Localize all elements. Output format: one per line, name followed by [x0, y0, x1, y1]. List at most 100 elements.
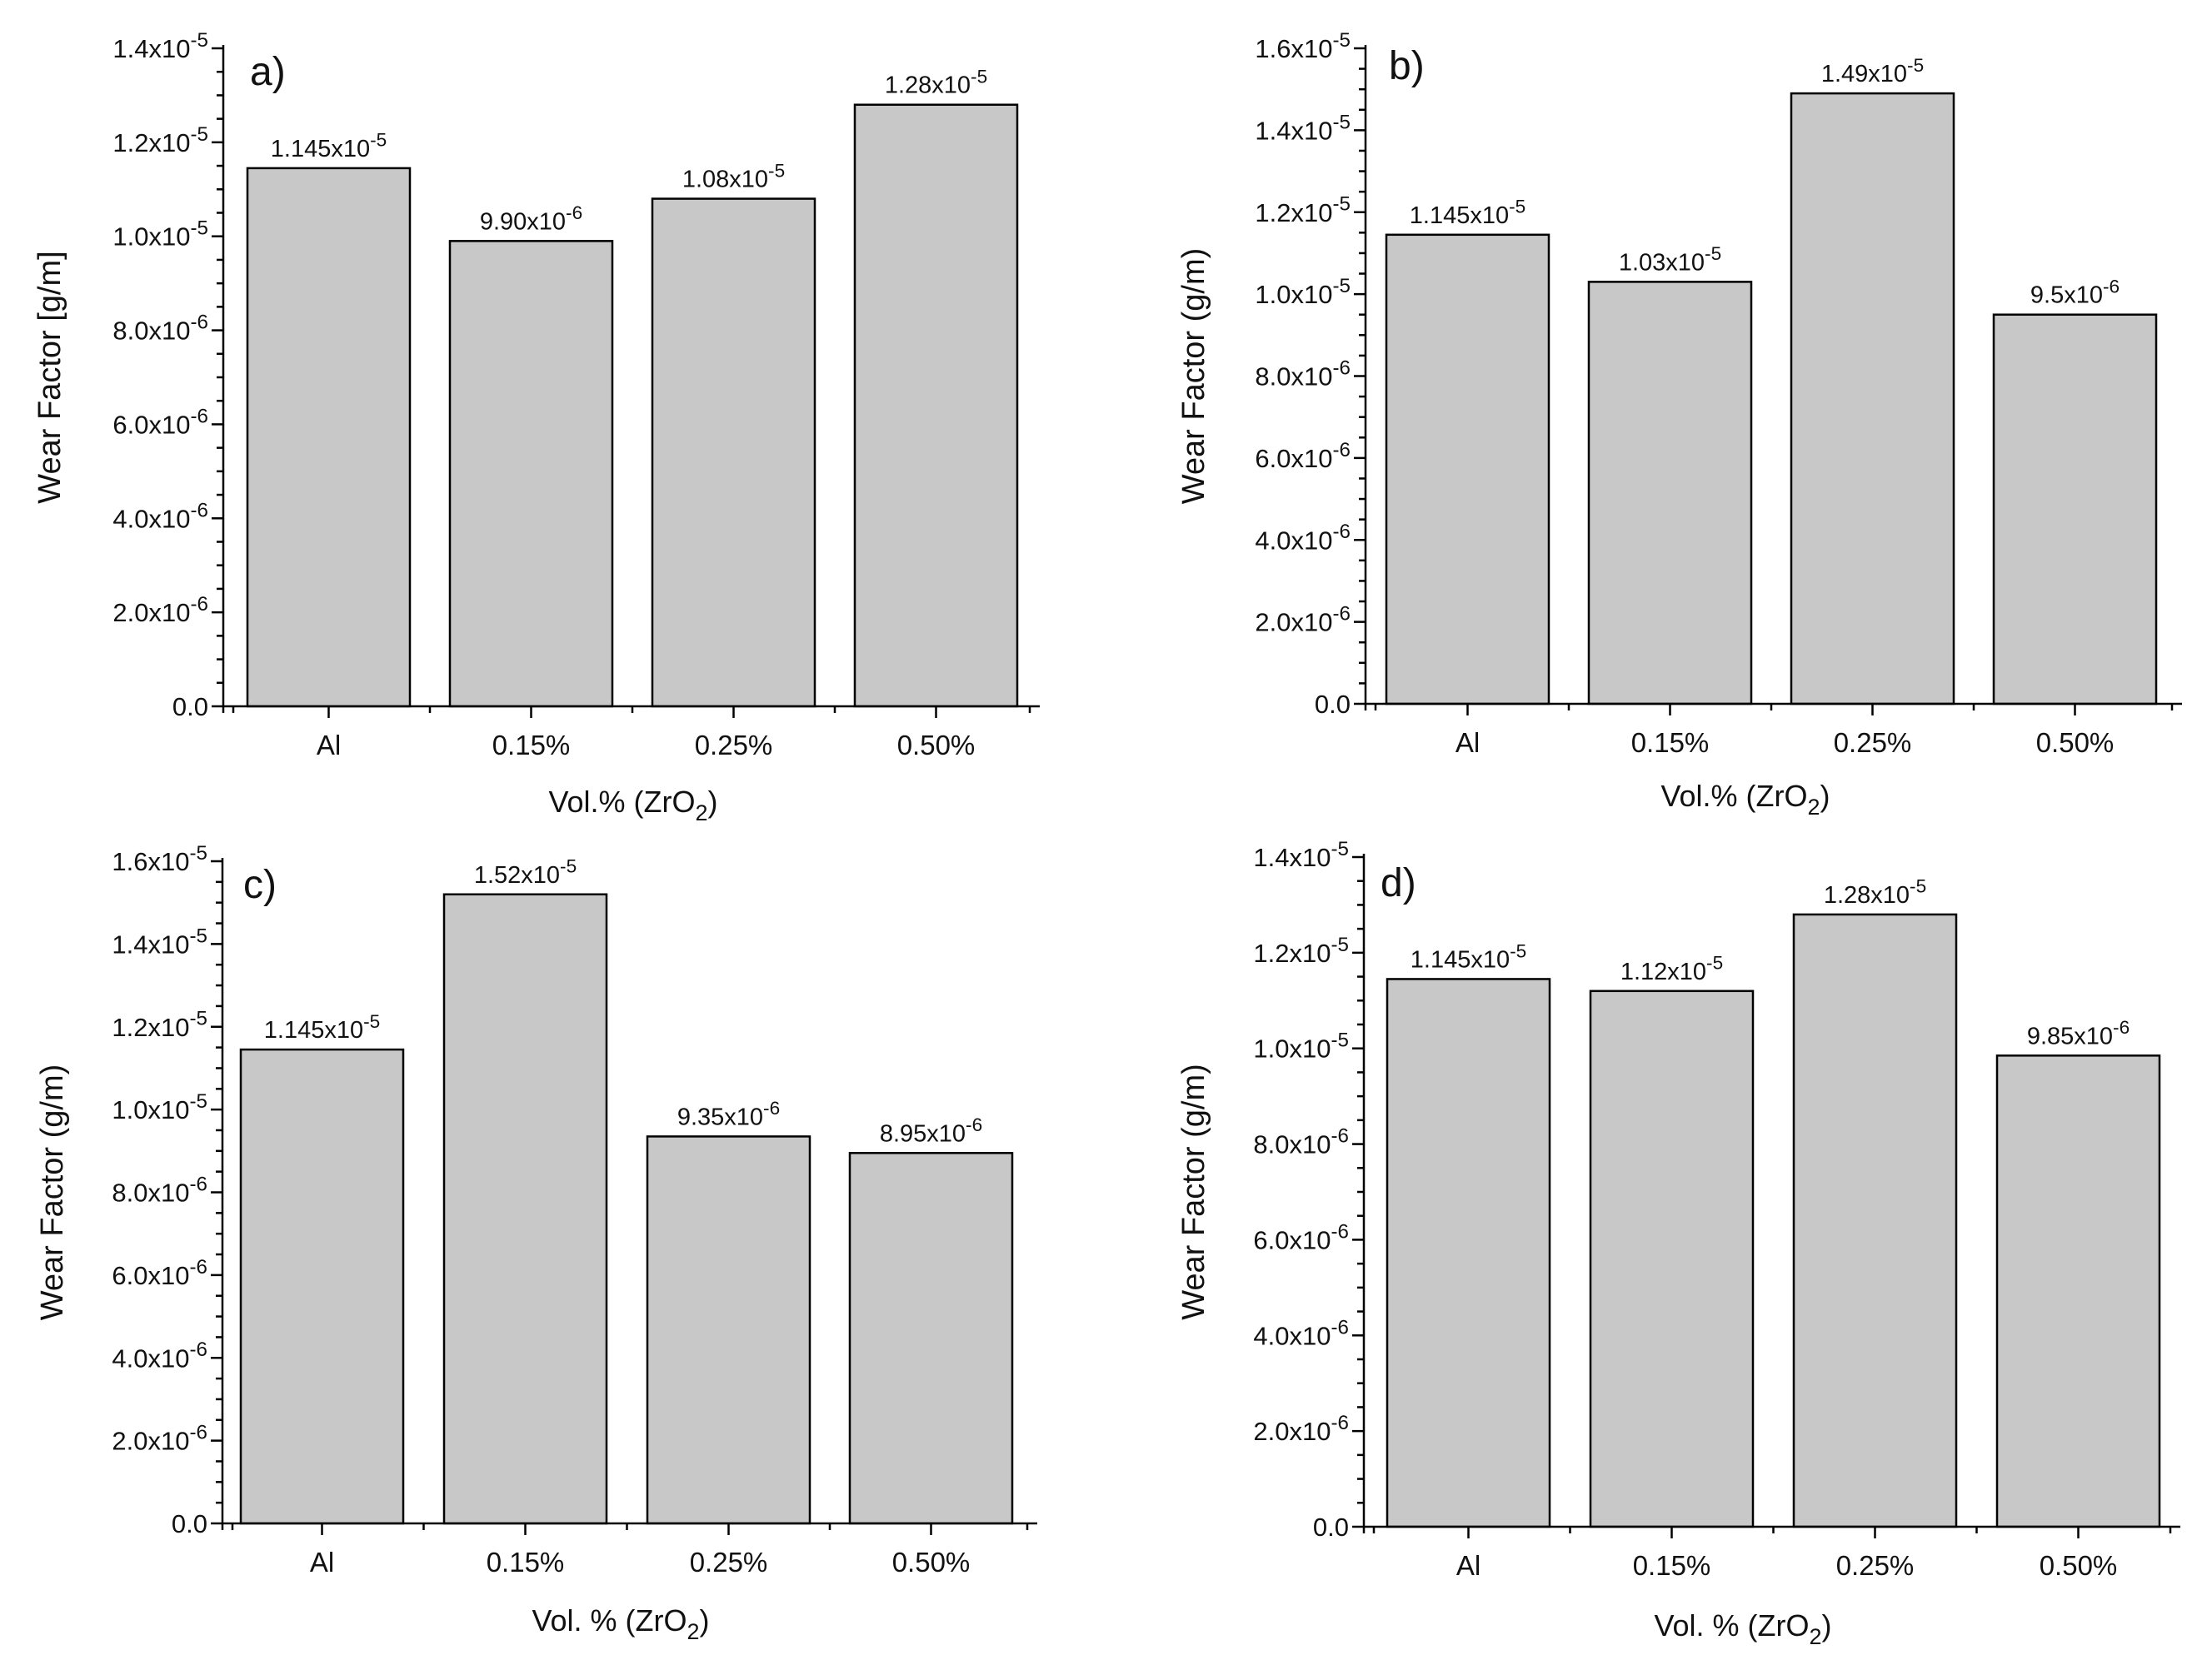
chart-panel-d: 1.145x10-5 Al 1.12x10-5 0.15% 1.28x10-5 0.25%…: [1106, 830, 2212, 1660]
x-tick-label: 0.15%: [1631, 727, 1710, 758]
bar-0-15pct: [1587, 281, 1753, 705]
x-tick-label: Al: [310, 1547, 334, 1578]
x-tick-label: 0.50%: [2040, 1550, 2118, 1581]
panel-label: c): [243, 863, 277, 907]
x-tick-label: Al: [1456, 1550, 1480, 1581]
bar-al: [1386, 978, 1551, 1528]
y-tick-label: 1.0x10-5: [112, 1090, 207, 1124]
bar-value-label: 9.5x10-6: [2030, 277, 2120, 309]
y-tick-label: 1.4x10-5: [112, 29, 208, 63]
bar-chart-b: 1.145x10-5 Al 1.03x10-5 0.15% 1.49x10-5 0.25%…: [1176, 29, 2182, 820]
bar-value-label: 1.12x10-5: [1620, 953, 1723, 985]
y-tick-label: 4.0x10-6: [1253, 1316, 1349, 1350]
y-tick-label: 4.0x10-6: [112, 1338, 207, 1373]
x-tick-label: 0.25%: [695, 730, 773, 760]
bar-value-label: 1.28x10-5: [885, 67, 987, 99]
y-tick-label: 6.0x10-6: [1253, 1220, 1349, 1254]
panel-label: d): [1381, 861, 1416, 905]
x-axis-label: Vol.% (ZrO2): [1660, 779, 1830, 820]
y-tick-label: 1.0x10-5: [1253, 1029, 1349, 1064]
x-axis-label: Vol.% (ZrO2): [548, 785, 717, 825]
bar-value-label: 9.90x10-6: [480, 202, 582, 235]
bar-al: [246, 167, 412, 708]
x-tick-label: 0.15%: [492, 730, 571, 760]
y-tick-label: 6.0x10-6: [112, 1256, 207, 1290]
bar-0-25pct: [646, 1135, 811, 1525]
bar-0-50pct: [853, 103, 1019, 708]
x-tick-label: 0.50%: [897, 730, 976, 760]
x-tick-label: Al: [317, 730, 341, 760]
x-tick-label: Al: [1456, 727, 1480, 758]
bar-chart-d: 1.145x10-5 Al 1.12x10-5 0.15% 1.28x10-5 0.25%…: [1176, 838, 2180, 1649]
y-tick-label: 0.0: [172, 692, 208, 721]
y-tick-label: 8.0x10-6: [112, 1173, 207, 1207]
y-axis-label: Wear Factor (g/m): [1176, 248, 1211, 505]
bar-value-label: 8.95x10-6: [880, 1114, 982, 1147]
x-tick-label: 0.25%: [1834, 727, 1912, 758]
y-tick-label: 2.0x10-6: [1253, 1412, 1349, 1446]
y-tick-label: 6.0x10-6: [1255, 439, 1351, 473]
y-axis-label: Wear Factor (g/m): [1176, 1064, 1211, 1320]
x-tick-label: 0.15%: [1633, 1550, 1711, 1581]
x-axis-label: Vol. % (ZrO2): [1654, 1608, 1831, 1649]
x-tick-label: 0.25%: [1836, 1550, 1915, 1581]
y-tick-label: 0.0: [1313, 1513, 1349, 1542]
bar-value-label: 1.52x10-5: [474, 856, 577, 889]
bar-0-25pct: [651, 197, 816, 708]
bar-value-label: 1.49x10-5: [1821, 55, 1924, 87]
y-tick-label: 1.4x10-5: [1255, 111, 1351, 145]
y-tick-label: 8.0x10-6: [112, 312, 208, 346]
y-tick-label: 1.0x10-5: [112, 217, 208, 252]
y-tick-label: 1.4x10-5: [112, 925, 207, 959]
bar-0-15pct: [442, 893, 608, 1525]
y-axis-label: Wear Factor (g/m): [35, 1064, 70, 1321]
bar-value-label: 1.03x10-5: [1619, 243, 1721, 276]
bar-value-label: 1.145x10-5: [1410, 197, 1525, 229]
y-tick-label: 6.0x10-6: [112, 405, 208, 439]
y-tick-label: 1.2x10-5: [1253, 934, 1349, 968]
y-tick-label: 4.0x10-6: [1255, 521, 1351, 555]
bar-al: [239, 1048, 405, 1525]
bar-0-25pct: [1792, 913, 1958, 1528]
bar-0-15pct: [448, 240, 614, 708]
bar-al: [1385, 233, 1550, 705]
y-tick-label: 2.0x10-6: [112, 1422, 207, 1456]
y-axis-label: Wear Factor [g/m]: [32, 251, 67, 503]
bar-value-label: 1.28x10-5: [1824, 876, 1926, 909]
chart-panel-c: 1.145x10-5 Al 1.52x10-5 0.15% 9.35x10-6 0.25%…: [0, 830, 1106, 1660]
x-tick-label: 0.15%: [487, 1547, 565, 1578]
bar-0-50pct: [848, 1152, 1014, 1525]
y-tick-label: 1.2x10-5: [1255, 193, 1351, 227]
y-tick-label: 2.0x10-6: [1255, 603, 1351, 637]
y-tick-label: 2.0x10-6: [112, 593, 208, 627]
y-tick-label: 0.0: [1315, 690, 1351, 719]
y-tick-label: 1.0x10-5: [1255, 275, 1351, 309]
y-tick-label: 1.4x10-5: [1253, 838, 1349, 872]
bar-value-label: 1.08x10-5: [682, 160, 785, 192]
chart-panel-b: 1.145x10-5 Al 1.03x10-5 0.15% 1.49x10-5 0.25%…: [1106, 0, 2212, 830]
x-tick-label: 0.50%: [892, 1547, 971, 1578]
bar-value-label: 1.145x10-5: [1411, 940, 1526, 973]
bar-0-50pct: [1992, 313, 2158, 705]
y-tick-label: 4.0x10-6: [112, 499, 208, 533]
bar-chart-a: 1.145x10-5 Al 9.90x10-6 0.15% 1.08x10-5 0.25%…: [32, 29, 1040, 825]
y-tick-label: 0.0: [172, 1509, 207, 1538]
bar-value-label: 1.145x10-5: [271, 130, 387, 162]
panel-label: a): [250, 50, 286, 94]
y-tick-label: 1.2x10-5: [112, 123, 208, 157]
y-tick-label: 1.6x10-5: [112, 842, 207, 876]
x-tick-label: 0.50%: [2036, 727, 2115, 758]
x-axis-label: Vol. % (ZrO2): [532, 1603, 709, 1644]
bar-value-label: 9.35x10-6: [677, 1098, 780, 1130]
bar-0-25pct: [1790, 92, 1955, 705]
bar-chart-c: 1.145x10-5 Al 1.52x10-5 0.15% 9.35x10-6 0.25%…: [35, 842, 1037, 1644]
y-tick-label: 1.6x10-5: [1255, 29, 1351, 63]
panel-label: b): [1389, 44, 1425, 88]
bar-0-15pct: [1589, 990, 1755, 1528]
bar-0-50pct: [1995, 1054, 2161, 1528]
y-tick-label: 1.2x10-5: [112, 1008, 207, 1042]
chart-panel-a: 1.145x10-5 Al 9.90x10-6 0.15% 1.08x10-5 0.25%…: [0, 0, 1106, 830]
y-tick-label: 8.0x10-6: [1253, 1125, 1349, 1159]
x-tick-label: 0.25%: [690, 1547, 768, 1578]
y-tick-label: 8.0x10-6: [1255, 356, 1351, 391]
